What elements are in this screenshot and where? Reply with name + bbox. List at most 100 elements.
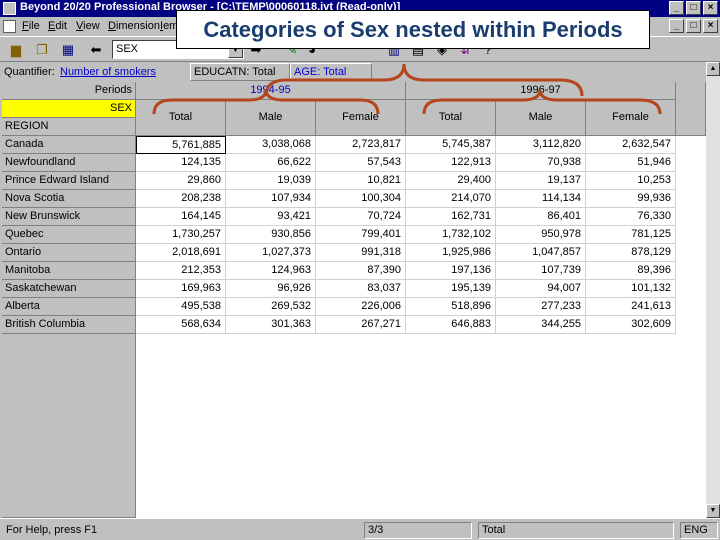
- menu-dimension[interactable]: Dimension: [108, 20, 160, 32]
- pencil-icon[interactable]: ✎: [286, 42, 298, 57]
- table-cell[interactable]: 799,401: [316, 226, 406, 244]
- table-cell[interactable]: 164,145: [136, 208, 226, 226]
- row-header[interactable]: Saskatchewan: [2, 280, 136, 298]
- table-cell[interactable]: 51,946: [586, 154, 676, 172]
- help-icon[interactable]: ?: [484, 42, 492, 57]
- region-dimension-header[interactable]: REGION: [2, 118, 136, 136]
- table-cell[interactable]: 2,018,691: [136, 244, 226, 262]
- export-icon[interactable]: ◈: [437, 42, 447, 57]
- minimize-button[interactable]: _: [669, 1, 684, 15]
- table-cell[interactable]: 10,253: [586, 172, 676, 190]
- quantifier-link[interactable]: Number of smokers: [60, 66, 156, 78]
- table-cell[interactable]: 29,860: [136, 172, 226, 190]
- table-cell[interactable]: 100,304: [316, 190, 406, 208]
- table-cell[interactable]: 277,233: [496, 298, 586, 316]
- table-cell[interactable]: 76,330: [586, 208, 676, 226]
- table-cell[interactable]: 781,125: [586, 226, 676, 244]
- table-cell[interactable]: 107,739: [496, 262, 586, 280]
- row-header[interactable]: Ontario: [2, 244, 136, 262]
- sort-icon[interactable]: ⇵: [460, 42, 472, 57]
- table-cell[interactable]: 19,137: [496, 172, 586, 190]
- doc-close-button[interactable]: ×: [703, 19, 718, 33]
- period-header[interactable]: 1996-97: [406, 82, 676, 100]
- row-header[interactable]: Quebec: [2, 226, 136, 244]
- table-cell[interactable]: 344,255: [496, 316, 586, 334]
- periods-dimension-header[interactable]: Periods: [2, 82, 136, 100]
- table-cell[interactable]: 107,934: [226, 190, 316, 208]
- maximize-button[interactable]: □: [686, 1, 701, 15]
- sex-column-header[interactable]: Female: [586, 100, 676, 136]
- table-cell[interactable]: 3,112,820: [496, 136, 586, 154]
- menu-item[interactable]: Iem: [160, 20, 179, 32]
- table-cell[interactable]: 1,047,857: [496, 244, 586, 262]
- table-cell[interactable]: 86,401: [496, 208, 586, 226]
- table-cell[interactable]: 66,622: [226, 154, 316, 172]
- row-header[interactable]: Manitoba: [2, 262, 136, 280]
- vertical-scrollbar[interactable]: ▲ ▼: [706, 62, 720, 518]
- table-cell[interactable]: 5,761,885: [136, 136, 226, 154]
- row-header[interactable]: British Columbia: [2, 316, 136, 334]
- table-cell[interactable]: 29,400: [406, 172, 496, 190]
- menu-file[interactable]: File: [22, 20, 40, 32]
- table-cell[interactable]: 267,271: [316, 316, 406, 334]
- table-cell[interactable]: 89,396: [586, 262, 676, 280]
- table-cell[interactable]: 2,632,547: [586, 136, 676, 154]
- table-cell[interactable]: 5,745,387: [406, 136, 496, 154]
- table-cell[interactable]: 208,238: [136, 190, 226, 208]
- doc-minimize-button[interactable]: _: [669, 19, 684, 33]
- table-cell[interactable]: 162,731: [406, 208, 496, 226]
- back-arrow-icon[interactable]: ⬅: [90, 42, 102, 57]
- table-cell[interactable]: 950,978: [496, 226, 586, 244]
- table-cell[interactable]: 87,390: [316, 262, 406, 280]
- education-dimension[interactable]: EDUCATN: Total: [190, 63, 290, 81]
- table-cell[interactable]: 878,129: [586, 244, 676, 262]
- table-cell[interactable]: 197,136: [406, 262, 496, 280]
- row-header[interactable]: Canada: [2, 136, 136, 154]
- table-cell[interactable]: 10,821: [316, 172, 406, 190]
- table-cell[interactable]: 301,363: [226, 316, 316, 334]
- table-cell[interactable]: 518,896: [406, 298, 496, 316]
- table-cell[interactable]: 57,543: [316, 154, 406, 172]
- row-header[interactable]: Prince Edward Island: [2, 172, 136, 190]
- table-cell[interactable]: 96,926: [226, 280, 316, 298]
- document-icon[interactable]: [3, 20, 16, 33]
- table-cell[interactable]: 83,037: [316, 280, 406, 298]
- open-folder-icon[interactable]: ▆: [11, 42, 21, 57]
- table-cell[interactable]: 169,963: [136, 280, 226, 298]
- table-cell[interactable]: 991,318: [316, 244, 406, 262]
- table-cell[interactable]: 3,038,068: [226, 136, 316, 154]
- table-cell[interactable]: 195,139: [406, 280, 496, 298]
- table-cell[interactable]: 99,936: [586, 190, 676, 208]
- table-cell[interactable]: 568,634: [136, 316, 226, 334]
- table-cell[interactable]: 101,132: [586, 280, 676, 298]
- table-cell[interactable]: 124,963: [226, 262, 316, 280]
- scroll-up-icon[interactable]: ▲: [706, 62, 720, 76]
- table-cell[interactable]: 495,538: [136, 298, 226, 316]
- table-cell[interactable]: 646,883: [406, 316, 496, 334]
- table-cell[interactable]: 122,913: [406, 154, 496, 172]
- sex-column-header[interactable]: Male: [496, 100, 586, 136]
- sex-column-header[interactable]: Total: [136, 100, 226, 136]
- table-cell[interactable]: 70,724: [316, 208, 406, 226]
- table-icon[interactable]: ▦: [61, 42, 75, 57]
- forward-arrow-icon[interactable]: ➡: [250, 42, 262, 57]
- table-cell[interactable]: 19,039: [226, 172, 316, 190]
- close-button[interactable]: ×: [703, 1, 718, 15]
- sex-dimension-header[interactable]: SEX: [2, 100, 136, 118]
- table-cell[interactable]: 70,938: [496, 154, 586, 172]
- menu-edit[interactable]: Edit: [48, 20, 67, 32]
- table-cell[interactable]: 1,732,102: [406, 226, 496, 244]
- app-icon[interactable]: [3, 2, 16, 15]
- table-cell[interactable]: 1,027,373: [226, 244, 316, 262]
- row-header[interactable]: New Brunswick: [2, 208, 136, 226]
- table-cell[interactable]: 226,006: [316, 298, 406, 316]
- table-cell[interactable]: 93,421: [226, 208, 316, 226]
- age-dimension[interactable]: AGE: Total: [290, 63, 372, 81]
- sex-column-header[interactable]: Female: [316, 100, 406, 136]
- table-cell[interactable]: 1,730,257: [136, 226, 226, 244]
- row-header[interactable]: Newfoundland: [2, 154, 136, 172]
- chart-icon[interactable]: ◕: [308, 42, 316, 57]
- table-cell[interactable]: 124,135: [136, 154, 226, 172]
- sex-column-header[interactable]: Total: [406, 100, 496, 136]
- table-cell[interactable]: 302,609: [586, 316, 676, 334]
